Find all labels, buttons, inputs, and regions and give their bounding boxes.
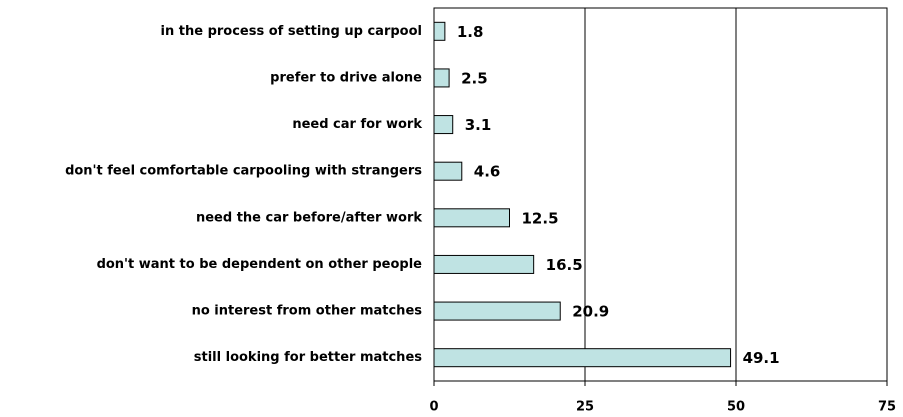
bar bbox=[433, 68, 450, 88]
y-tick-label: no interest from other matches bbox=[192, 304, 423, 319]
x-tick-label: 50 bbox=[727, 400, 745, 415]
plot-frame bbox=[433, 7, 888, 382]
y-tick-label: don't want to be dependent on other peop… bbox=[97, 257, 423, 272]
bar bbox=[433, 348, 732, 368]
x-tick-label: 75 bbox=[878, 400, 896, 415]
value-label: 1.8 bbox=[457, 23, 484, 41]
value-label: 2.5 bbox=[461, 69, 488, 87]
value-label: 49.1 bbox=[743, 349, 780, 367]
value-label: 12.5 bbox=[522, 209, 559, 227]
y-tick-label: need car for work bbox=[292, 117, 422, 132]
y-tick-label: need the car before/after work bbox=[196, 210, 422, 225]
value-label: 4.6 bbox=[474, 163, 501, 181]
x-tick-label: 0 bbox=[429, 400, 438, 415]
bar bbox=[433, 301, 561, 321]
bar bbox=[433, 115, 454, 135]
bar bbox=[433, 254, 535, 274]
y-tick-label: in the process of setting up carpool bbox=[161, 24, 422, 39]
y-tick-label: still looking for better matches bbox=[194, 350, 422, 365]
y-tick-label: don't feel comfortable carpooling with s… bbox=[65, 164, 422, 179]
bar bbox=[433, 21, 446, 41]
bar bbox=[433, 208, 510, 228]
y-tick-label: prefer to drive alone bbox=[270, 70, 422, 85]
value-label: 16.5 bbox=[546, 256, 583, 274]
bar bbox=[433, 161, 463, 181]
value-label: 3.1 bbox=[465, 116, 492, 134]
x-tick-label: 25 bbox=[576, 400, 594, 415]
value-label: 20.9 bbox=[572, 303, 609, 321]
